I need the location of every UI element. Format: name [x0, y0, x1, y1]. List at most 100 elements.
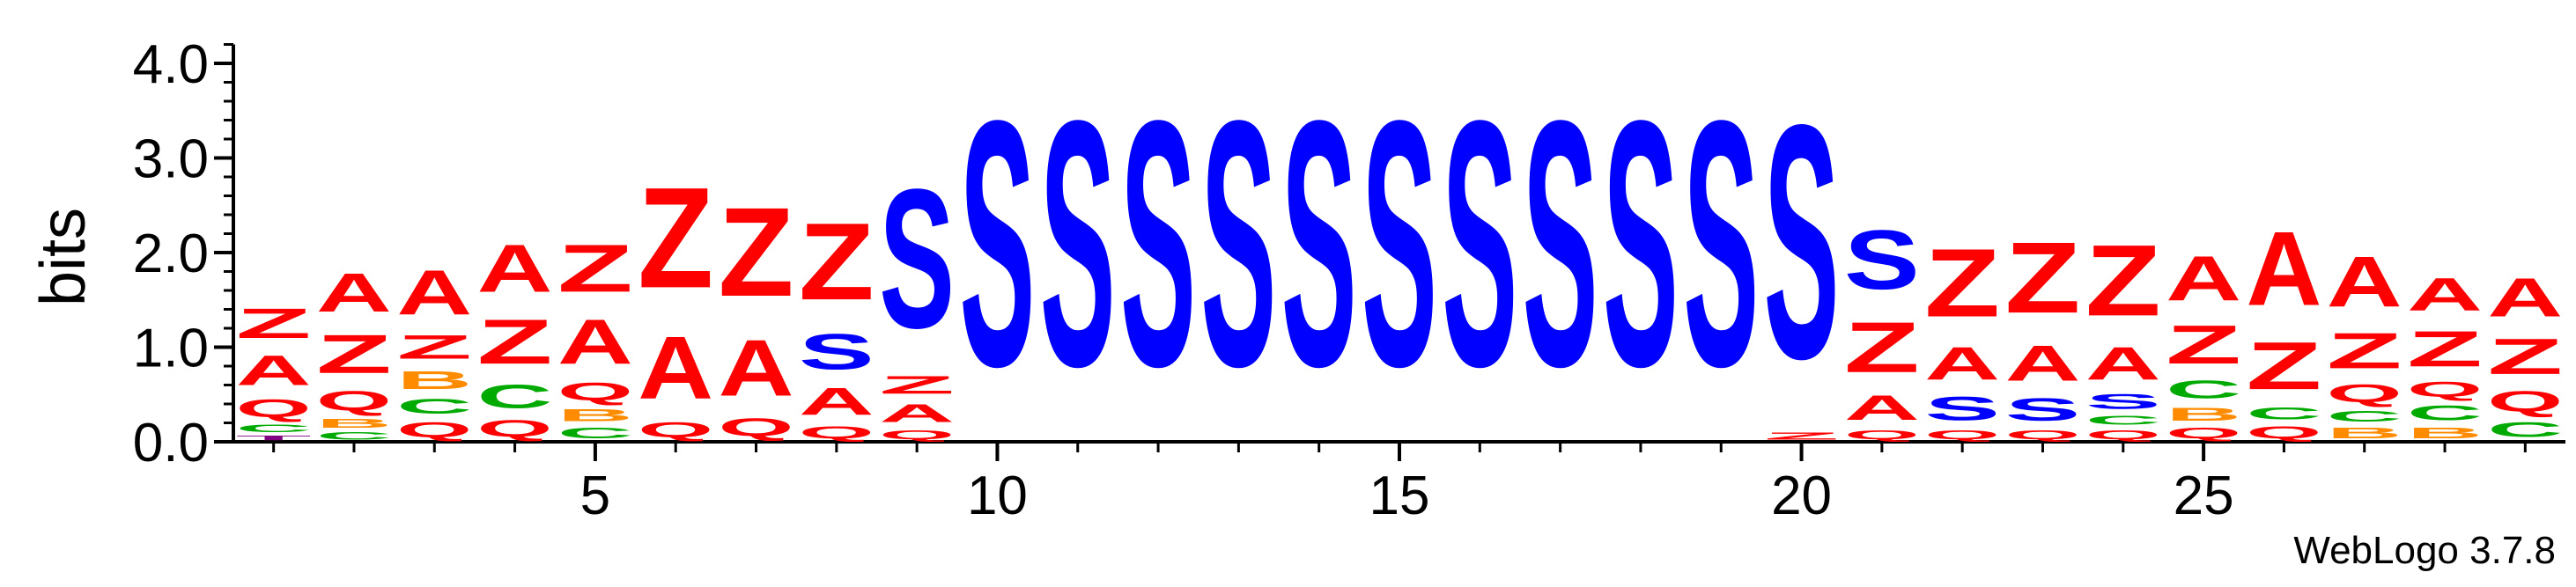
- logo-letter-z: Z: [2085, 224, 2161, 337]
- logo-letter-z: Z: [638, 158, 713, 319]
- logo-letter-a: A: [638, 319, 713, 418]
- logo-letter-b: B: [396, 366, 472, 394]
- logo-letter-a: A: [2085, 338, 2161, 390]
- logo-letter-q: Q: [719, 414, 794, 442]
- logo-letter-a: A: [799, 380, 875, 422]
- logo-letter-t: T: [236, 434, 312, 442]
- weblogo-credit: WebLogo 3.7.8: [2293, 529, 2556, 572]
- x-tick-label: 25: [2174, 466, 2234, 526]
- y-tick-label: 1.0: [133, 319, 209, 379]
- logo-letter-s: S: [1924, 390, 2000, 428]
- logo-letter-z: Z: [2327, 322, 2403, 378]
- logo-letter-z: Z: [1844, 308, 1920, 388]
- logo-letter-s: S: [1523, 48, 1598, 439]
- y-tick-label: 0.0: [133, 413, 209, 473]
- logo-letter-q: Q: [2005, 428, 2081, 442]
- logo-letter-z: Z: [1924, 229, 2000, 337]
- logo-letter-q: Q: [879, 428, 955, 442]
- y-tick-label: 2.0: [133, 224, 209, 284]
- logo-letter-c: C: [557, 425, 633, 442]
- logo-letter-a: A: [557, 306, 633, 378]
- logo-letter-z: Z: [236, 300, 312, 347]
- x-tick-label: 5: [580, 466, 610, 526]
- logo-letter-a: A: [1844, 388, 1920, 428]
- logo-letter-a: A: [719, 324, 794, 414]
- x-tick-label: 20: [1771, 466, 1832, 526]
- logo-letter-q: Q: [1844, 428, 1920, 442]
- logo-letter-b: B: [2407, 425, 2483, 442]
- logo-letter-c: C: [396, 394, 472, 418]
- logo-letter-q: Q: [316, 385, 392, 416]
- logo-letter-a: A: [236, 348, 312, 394]
- logo-letter-s: S: [1844, 213, 1920, 307]
- logo-letter-z: Z: [2407, 320, 2483, 377]
- logo-column: S: [1442, 48, 1517, 439]
- logo-column: S: [1040, 48, 1116, 439]
- logo-column: S: [960, 48, 1036, 439]
- logo-letter-a: A: [2487, 267, 2563, 328]
- logo-letter-c: C: [2487, 418, 2563, 442]
- logo-letter-s: S: [799, 324, 875, 380]
- logo-letter-a: A: [396, 257, 472, 328]
- logo-column: S: [1603, 48, 1679, 439]
- logo-letter-q: Q: [2327, 379, 2403, 407]
- logo-letter-q: Q: [1924, 428, 2000, 442]
- logo-column: S: [1362, 48, 1437, 439]
- logo-column: QAZ: [719, 181, 794, 442]
- logo-letter-s: S: [1040, 48, 1116, 439]
- logo-letter-a: A: [2166, 243, 2241, 314]
- y-axis-label: bits: [28, 208, 99, 306]
- logo-letter-c: C: [2327, 407, 2403, 424]
- logo-letter-q: Q: [2487, 385, 2563, 418]
- logo-letter-a: A: [2327, 242, 2403, 322]
- logo-letter-q: Q: [2407, 378, 2483, 401]
- logo-letter-s: S: [879, 148, 955, 370]
- logo-letter-q: Q: [2085, 428, 2161, 442]
- logo-letter-s: S: [1683, 48, 1759, 439]
- logo-letter-c: C: [2407, 401, 2483, 425]
- x-axis: 5 10 15 20 25: [232, 440, 2565, 526]
- logo-letter-z: Z: [2487, 328, 2563, 385]
- logo-letter-c: C: [316, 430, 392, 442]
- logo-letter-s: S: [2085, 390, 2161, 414]
- logo-letter-s: S: [1362, 48, 1437, 439]
- logo-letter-a: A: [477, 231, 553, 306]
- logo-letter-c: C: [236, 422, 312, 434]
- logo-letter-q: Q: [2246, 422, 2321, 442]
- logo-letter-a: A: [2005, 334, 2081, 392]
- logo-letter-z: Z: [879, 371, 955, 399]
- logo-letter-z: Z: [316, 324, 392, 385]
- logo-letter-z: Z: [1764, 430, 1840, 442]
- logo-column: S: [1200, 48, 1276, 439]
- logo-column: S: [1281, 48, 1357, 439]
- y-axis: 0.0 1.0 2.0 3.0 4.0: [133, 34, 235, 473]
- logo-letter-b: B: [2166, 404, 2241, 425]
- logo-letter-a: A: [2246, 210, 2321, 328]
- logo-letter-b: B: [557, 406, 633, 424]
- logo-letter-s: S: [2005, 392, 2081, 428]
- logo-letter-s: S: [1442, 48, 1517, 439]
- logo-letter-c: C: [2085, 414, 2161, 428]
- logo-letter-z: Z: [477, 306, 553, 378]
- logo-letter-z: Z: [2005, 222, 2081, 334]
- logo-column: S: [1120, 48, 1196, 439]
- x-tick-label: 10: [967, 466, 1028, 526]
- y-tick-label: 3.0: [133, 129, 209, 190]
- logo-column: ZS: [1764, 55, 1840, 442]
